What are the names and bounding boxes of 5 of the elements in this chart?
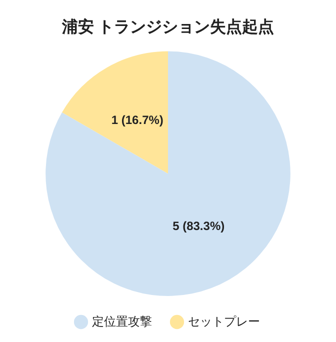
legend-label: 定位置攻撃 <box>92 314 152 328</box>
legend-label: セットプレー <box>188 314 260 328</box>
data-label: 1 (16.7%) <box>111 112 164 127</box>
chart-title: 浦安 トランジション失点起点 <box>60 17 274 36</box>
data-label: 5 (83.3%) <box>172 218 225 233</box>
